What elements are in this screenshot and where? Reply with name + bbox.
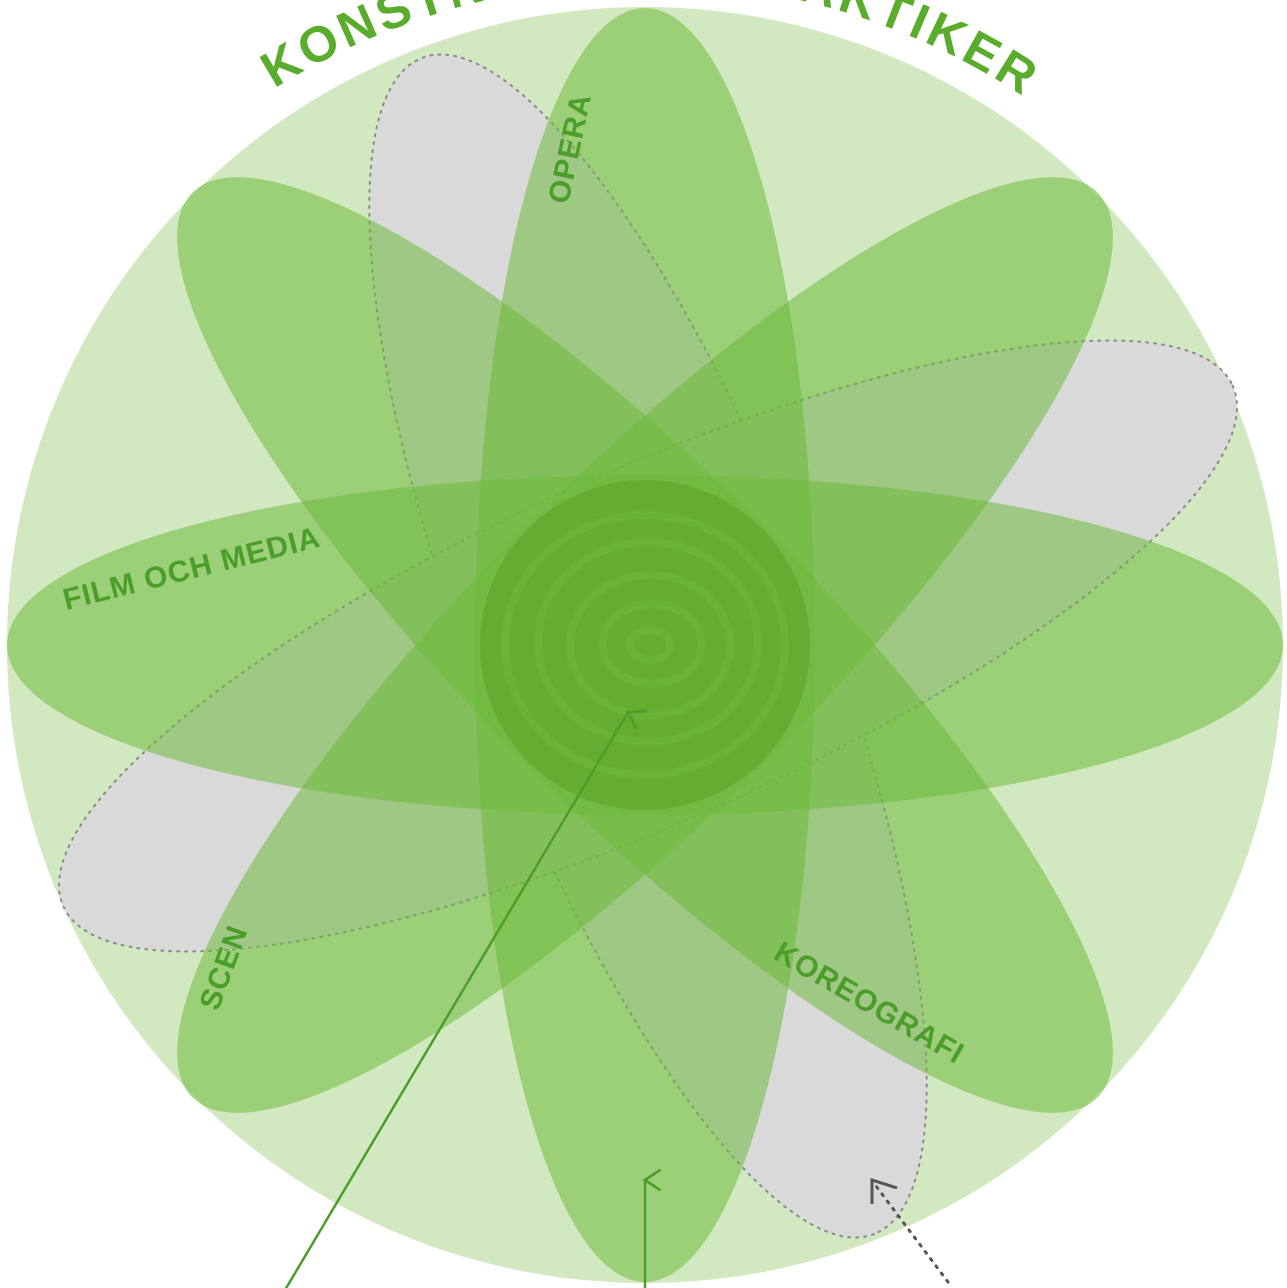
center-swirl [480, 480, 810, 810]
page: {"title": "KONSTNÄRLIGA PRAKTIKER", "lab… [0, 0, 1287, 1288]
diagram: KONSTNÄRLIGA PRAKTIKER OPERA FILM OCH ME… [0, 0, 1287, 1288]
